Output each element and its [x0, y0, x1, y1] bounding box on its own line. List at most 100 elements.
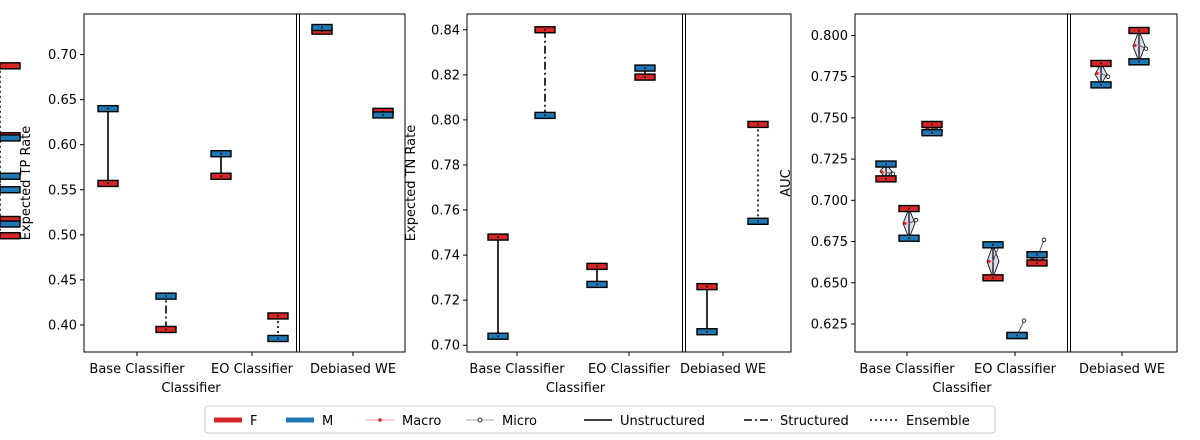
micro-point: [1105, 74, 1111, 79]
box-center-dot: [107, 182, 109, 185]
y-tick-label: 0.800: [811, 29, 848, 44]
legend-item-f: F: [214, 414, 257, 429]
legend-label: Ensemble: [906, 414, 970, 429]
y-tick-label: 0.60: [48, 138, 77, 153]
x-tick-label: Debiased WE: [680, 362, 766, 377]
micro-point: [1021, 318, 1027, 323]
box-center-dot: [321, 26, 323, 29]
x-tick-label: Debiased WE: [1079, 362, 1165, 377]
x-tick-label: Debiased WE: [310, 362, 396, 377]
y-tick-label: 0.750: [811, 111, 848, 126]
y-tick-label: 0.675: [811, 235, 848, 250]
y-tick-label: 0.625: [811, 317, 848, 332]
box-center-dot: [885, 177, 887, 180]
box-center-dot: [544, 114, 546, 117]
y-tick-label: 0.50: [48, 228, 77, 243]
box-center-dot: [0, 234, 1, 237]
x-tick-label: EO Classifier: [211, 362, 294, 377]
macro-point: [903, 221, 907, 225]
x-tick-label: Base Classifier: [859, 362, 955, 377]
box-center-dot: [544, 28, 546, 31]
box-center-dot: [0, 137, 1, 139]
box-center-dot: [0, 64, 1, 67]
box-center-dot: [596, 283, 598, 286]
micro-point: [913, 217, 919, 223]
box-center-dot: [1138, 60, 1140, 63]
box-F: [0, 62, 21, 70]
legend-swatch-m: [286, 417, 314, 423]
box-M: [0, 172, 21, 180]
legend-label: F: [250, 414, 257, 429]
y-tick-label: 0.74: [431, 249, 460, 264]
box-M: [0, 186, 21, 194]
x-tick-label: Base Classifier: [89, 362, 185, 377]
legend-item-structured: Structured: [744, 414, 849, 429]
box-M: [0, 220, 21, 228]
y-tick-label: 0.76: [431, 204, 460, 219]
micro-point: [1041, 237, 1047, 243]
box-center-dot: [165, 328, 167, 331]
legend-marker-macro: [378, 418, 382, 422]
plot-frame: [466, 13, 792, 353]
x-axis-label: Classifier: [546, 381, 606, 396]
macro-point: [987, 259, 991, 263]
x-tick-label: EO Classifier: [974, 362, 1057, 377]
legend-item-ensemble: Ensemble: [870, 414, 970, 429]
y-tick-label: 0.72: [431, 294, 460, 309]
box-center-dot: [931, 131, 933, 134]
legend-item-m: M: [286, 414, 333, 429]
legend-label: Structured: [780, 414, 849, 429]
box-center-dot: [644, 67, 646, 69]
legend-item-unstructured: Unstructured: [584, 414, 705, 429]
y-tick-label: 0.40: [48, 318, 77, 333]
box-center-dot: [1036, 253, 1038, 256]
micro-point: [1143, 46, 1149, 51]
box-center-dot: [992, 276, 994, 279]
y-tick-label: 0.80: [431, 113, 460, 128]
box-center-dot: [382, 114, 384, 116]
box-center-dot: [1036, 262, 1038, 264]
y-tick-label: 0.78: [431, 158, 460, 173]
y-axis-label: Expected TP Rate: [19, 126, 34, 241]
plot-frame: [854, 13, 1178, 353]
box-center-dot: [0, 188, 1, 191]
y-tick-label: 0.700: [811, 194, 848, 209]
box-center-dot: [165, 295, 167, 298]
box-center-dot: [277, 315, 279, 317]
box-F: [0, 232, 21, 240]
box-M: [0, 134, 21, 142]
chart-panel-tp: 0.40 0.45 0.50 0.55 0.60 0.65 0.70 Expected TP …: [0, 13, 406, 396]
legend-swatch-f: [214, 417, 242, 423]
legend-item-micro: Micro: [466, 414, 537, 429]
box-center-dot: [706, 330, 708, 333]
chart-panel-tn: 0.70 0.72 0.74 0.76 0.78 0.80 0.82 0.84 Expected…: [0, 13, 792, 396]
legend: F M Macro Micro Unstructured Structured Ensemb…: [204, 405, 996, 434]
box-center-dot: [885, 163, 887, 165]
legend-item-macro: Macro: [366, 414, 441, 429]
box-center-dot: [931, 123, 933, 126]
macro-point: [1133, 43, 1137, 47]
y-tick-label: 0.82: [431, 68, 460, 83]
box-center-dot: [1100, 83, 1102, 86]
box-center-dot: [0, 223, 1, 225]
box-center-dot: [757, 123, 759, 126]
y-tick-label: 0.775: [811, 70, 848, 85]
y-tick-label: 0.70: [431, 339, 460, 354]
chart-panel-auc: 0.625 0.650 0.675 0.700 0.725 0.750 0.775 0.800…: [779, 13, 1178, 396]
box-center-dot: [757, 220, 759, 223]
box-center-dot: [706, 285, 708, 288]
legend-label: M: [322, 414, 333, 429]
box-center-dot: [497, 236, 499, 238]
legend-label: Micro: [502, 414, 537, 429]
legend-label: Unstructured: [620, 414, 705, 429]
x-axis-label: Classifier: [932, 381, 992, 396]
x-tick-label: EO Classifier: [588, 362, 671, 377]
box-center-dot: [1138, 29, 1140, 32]
legend-marker-micro: [477, 417, 483, 423]
box-center-dot: [220, 175, 222, 178]
box-center-dot: [107, 107, 109, 110]
y-tick-label: 0.650: [811, 276, 848, 291]
y-tick-label: 0.55: [48, 183, 77, 198]
y-tick-label: 0.45: [48, 273, 77, 288]
